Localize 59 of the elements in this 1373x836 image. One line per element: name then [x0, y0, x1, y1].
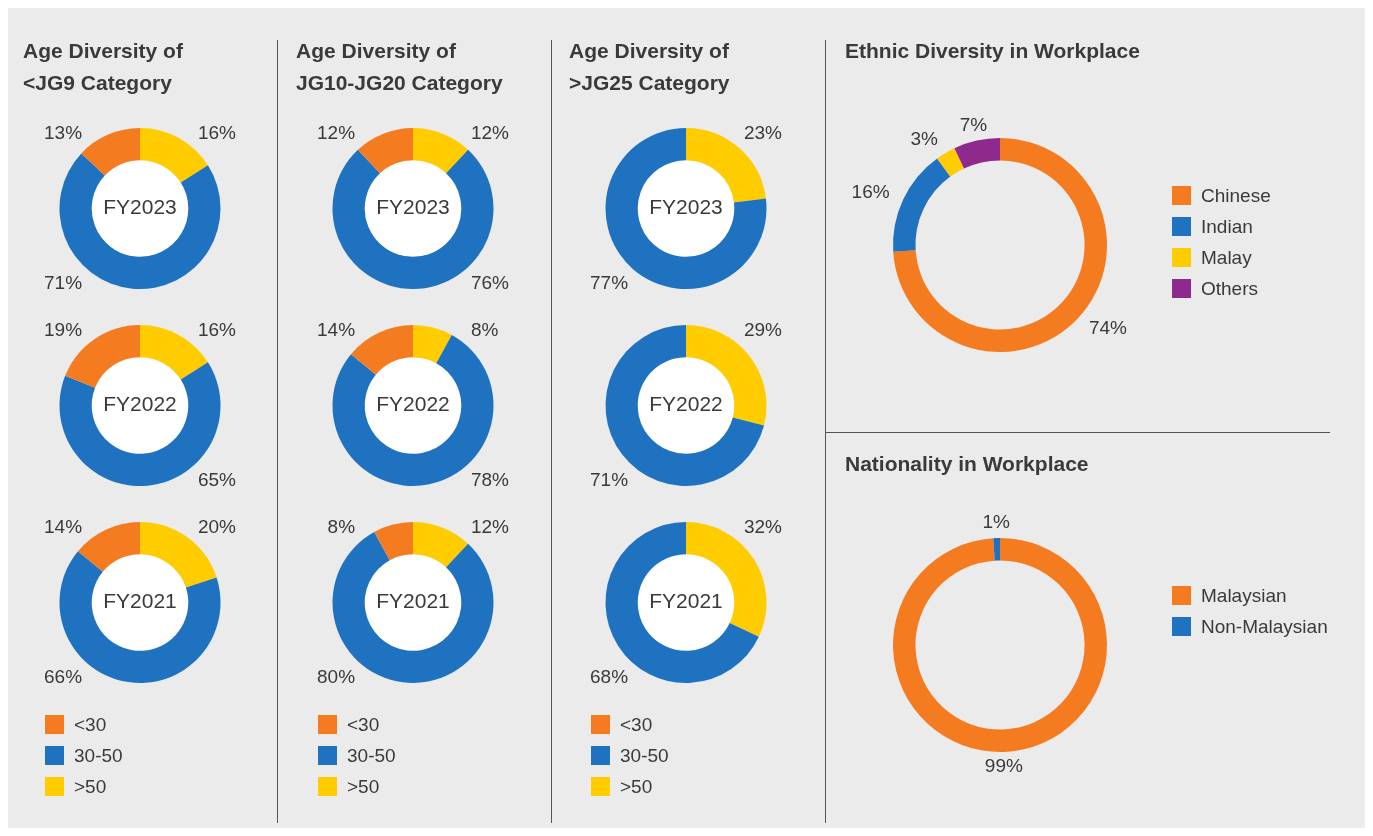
legend-label: Malaysian	[1201, 584, 1287, 607]
legend-label: <30	[347, 713, 380, 736]
data-label: 7%	[959, 114, 988, 136]
data-label: 68%	[590, 665, 629, 687]
data-label: 29%	[743, 318, 783, 340]
data-label: 3%	[910, 128, 938, 150]
chart-title: Age Diversity of JG10-JG20 Category	[296, 39, 503, 94]
data-label: 65%	[197, 468, 237, 490]
chart-title: Age Diversity of <JG9 Category	[23, 39, 183, 94]
data-label: 99%	[984, 755, 1023, 777]
chart-title: Nationality in Workplace	[845, 451, 1090, 477]
data-label: 14%	[317, 318, 356, 340]
text: FY2023	[649, 195, 723, 219]
legend-label: 30-50	[347, 744, 396, 767]
data-label: 16%	[197, 121, 237, 143]
text: FY2023	[103, 195, 177, 219]
legend-label: >50	[74, 775, 107, 798]
text: FY2021	[376, 589, 450, 613]
data-label: 32%	[743, 515, 783, 537]
data-label: 20%	[197, 515, 237, 537]
data-label: 1%	[982, 511, 1010, 533]
data-label: 8%	[470, 318, 499, 340]
data-label: 74%	[1088, 316, 1128, 338]
legend-label: Malay	[1201, 246, 1252, 269]
legend-label: Chinese	[1201, 184, 1271, 207]
data-label: 16%	[851, 181, 890, 203]
data-label: 14%	[44, 515, 83, 537]
legend-label: 30-50	[74, 744, 123, 767]
data-label: 66%	[44, 665, 83, 687]
data-label: 71%	[44, 271, 83, 293]
data-label: 71%	[590, 468, 629, 490]
legend-label: Others	[1201, 277, 1259, 300]
legend-label: >50	[620, 775, 653, 798]
data-label: 19%	[44, 318, 83, 340]
data-label: 8%	[327, 515, 356, 537]
legend-label: <30	[74, 713, 107, 736]
text: FY2022	[649, 392, 723, 416]
data-label: 78%	[470, 468, 510, 490]
data-label: 77%	[590, 271, 629, 293]
data-label: 13%	[44, 121, 83, 143]
data-label: 12%	[317, 121, 356, 143]
legend-label: 30-50	[620, 744, 669, 767]
text: FY2023	[376, 195, 450, 219]
legend-label: Indian	[1201, 215, 1253, 238]
text: FY2021	[103, 589, 177, 613]
legend-label: >50	[347, 775, 380, 798]
data-label: 12%	[470, 121, 510, 143]
data-label: 76%	[470, 271, 510, 293]
text: FY2022	[376, 392, 450, 416]
text: FY2022	[103, 392, 177, 416]
text: FY2021	[649, 589, 723, 613]
data-label: 80%	[317, 665, 356, 687]
legend-label: Non-Malaysian	[1201, 615, 1328, 638]
data-label: 12%	[470, 515, 510, 537]
data-label: 23%	[743, 121, 783, 143]
chart-title: Age Diversity of >JG25 Category	[569, 39, 730, 94]
legend-label: <30	[620, 713, 653, 736]
data-label: 16%	[197, 318, 237, 340]
chart-title: Ethnic Diversity in Workplace	[845, 38, 1141, 64]
